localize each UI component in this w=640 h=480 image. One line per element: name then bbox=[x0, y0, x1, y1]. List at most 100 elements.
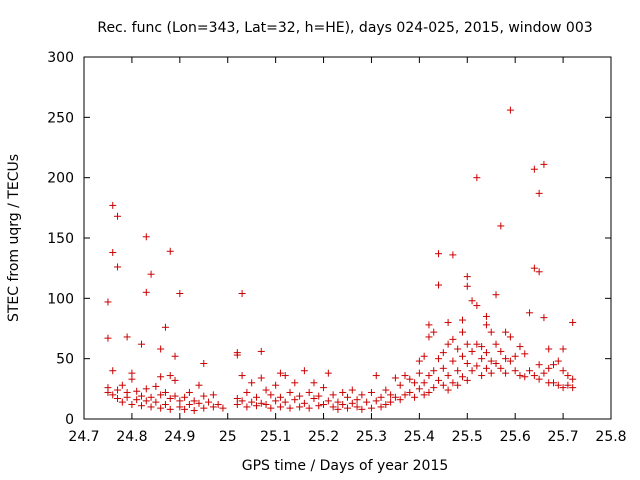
data-point bbox=[296, 392, 304, 400]
data-point bbox=[109, 248, 117, 256]
data-point bbox=[463, 359, 471, 367]
data-point bbox=[468, 367, 476, 375]
data-point bbox=[171, 376, 179, 384]
data-point bbox=[305, 388, 313, 396]
data-point bbox=[367, 404, 375, 412]
data-point bbox=[128, 401, 136, 409]
data-point bbox=[372, 397, 380, 405]
data-point bbox=[535, 361, 543, 369]
data-point bbox=[142, 385, 150, 393]
data-point bbox=[334, 405, 342, 413]
data-point bbox=[238, 372, 246, 380]
data-point bbox=[382, 401, 390, 409]
x-tick-label: 25.2 bbox=[308, 429, 339, 445]
data-point bbox=[482, 312, 490, 320]
data-point bbox=[262, 401, 270, 409]
data-point bbox=[473, 362, 481, 370]
data-point bbox=[243, 403, 251, 411]
data-point bbox=[439, 381, 447, 389]
data-point bbox=[267, 404, 275, 412]
data-point bbox=[114, 212, 122, 220]
data-point bbox=[348, 386, 356, 394]
data-point bbox=[214, 401, 222, 409]
x-tick-label: 25.5 bbox=[452, 429, 483, 445]
data-point bbox=[238, 290, 246, 298]
data-point bbox=[473, 174, 481, 182]
data-point bbox=[276, 393, 284, 401]
data-point bbox=[157, 391, 165, 399]
data-point bbox=[506, 333, 514, 341]
x-tick-label: 24.8 bbox=[116, 429, 147, 445]
data-point bbox=[315, 402, 323, 410]
data-point bbox=[377, 403, 385, 411]
data-point bbox=[190, 407, 198, 415]
data-point bbox=[439, 364, 447, 372]
data-point bbox=[195, 381, 203, 389]
data-point bbox=[257, 347, 265, 355]
data-point bbox=[502, 355, 510, 363]
data-point bbox=[482, 349, 490, 357]
data-point bbox=[420, 379, 428, 387]
data-point bbox=[382, 386, 390, 394]
data-point bbox=[300, 367, 308, 375]
axes bbox=[83, 56, 612, 420]
data-point bbox=[430, 384, 438, 392]
data-point bbox=[530, 264, 538, 272]
data-point bbox=[118, 398, 126, 406]
data-point bbox=[281, 372, 289, 380]
data-point bbox=[157, 373, 165, 381]
data-point bbox=[161, 401, 169, 409]
data-point bbox=[176, 290, 184, 298]
data-point bbox=[506, 357, 514, 365]
data-point bbox=[157, 404, 165, 412]
x-tick-label: 25.4 bbox=[404, 429, 435, 445]
data-point bbox=[497, 364, 505, 372]
data-point bbox=[324, 397, 332, 405]
data-point bbox=[435, 355, 443, 363]
data-point bbox=[334, 398, 342, 406]
data-point bbox=[458, 316, 466, 324]
data-point bbox=[521, 350, 529, 358]
x-tick-label: 25.8 bbox=[595, 429, 626, 445]
data-point bbox=[449, 357, 457, 365]
data-point bbox=[425, 388, 433, 396]
plot-frame bbox=[83, 56, 612, 420]
data-point bbox=[530, 372, 538, 380]
data-point bbox=[425, 372, 433, 380]
data-point bbox=[387, 391, 395, 399]
data-point bbox=[492, 359, 500, 367]
data-point bbox=[506, 106, 514, 114]
x-tick-label: 25.3 bbox=[356, 429, 387, 445]
data-point bbox=[463, 273, 471, 281]
data-point bbox=[176, 397, 184, 405]
data-point bbox=[377, 393, 385, 401]
data-point bbox=[209, 391, 217, 399]
data-point bbox=[511, 367, 519, 375]
data-point bbox=[478, 343, 486, 351]
data-point bbox=[238, 397, 246, 405]
data-point bbox=[291, 396, 299, 404]
data-point bbox=[181, 393, 189, 401]
data-point bbox=[372, 372, 380, 380]
data-point bbox=[267, 391, 275, 399]
data-point bbox=[554, 381, 562, 389]
data-point bbox=[195, 399, 203, 407]
data-point bbox=[205, 398, 213, 406]
data-point bbox=[118, 381, 126, 389]
x-tick-label: 25.7 bbox=[548, 429, 579, 445]
data-point bbox=[114, 394, 122, 402]
data-point bbox=[401, 372, 409, 380]
data-point bbox=[425, 321, 433, 329]
data-point bbox=[276, 403, 284, 411]
data-point bbox=[166, 405, 174, 413]
data-point bbox=[348, 399, 356, 407]
data-point bbox=[463, 376, 471, 384]
data-point bbox=[133, 387, 141, 395]
data-point bbox=[468, 347, 476, 355]
data-point bbox=[550, 361, 558, 369]
data-point bbox=[444, 372, 452, 380]
data-point bbox=[406, 375, 414, 383]
data-point bbox=[444, 386, 452, 394]
data-point bbox=[137, 340, 145, 348]
